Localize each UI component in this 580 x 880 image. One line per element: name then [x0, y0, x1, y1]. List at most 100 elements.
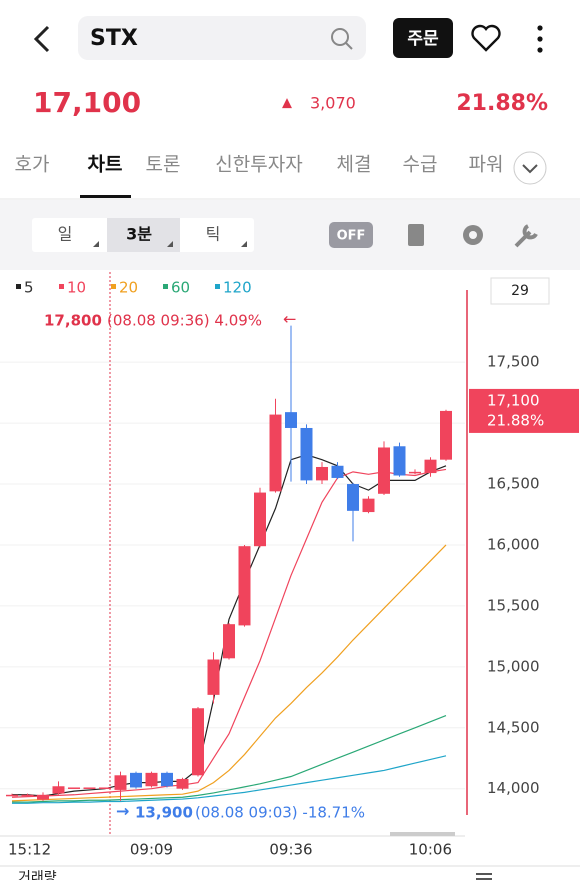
legend-label: 120	[223, 279, 252, 297]
dropdown-corner	[241, 241, 247, 247]
candle-body	[424, 459, 437, 474]
y-tick-label: 14,500	[487, 718, 540, 736]
y-tick-label: 15,000	[487, 657, 540, 675]
count-box[interactable]	[490, 277, 550, 305]
high-detail: (08.08 09:36) 4.09%	[107, 312, 262, 330]
ma-line	[11, 468, 447, 798]
tool-icon[interactable]	[514, 224, 538, 248]
active-tab-underline	[80, 195, 131, 198]
candle-body	[83, 787, 96, 789]
last-price: 17,100	[487, 391, 540, 409]
candle-body	[254, 492, 266, 547]
tab[interactable]: 수급	[403, 154, 438, 176]
candle-body	[223, 624, 235, 659]
chart-area: 14,00014,50015,00015,50016,00016,50017,0…	[0, 272, 579, 859]
toggle-label: OFF	[337, 229, 366, 244]
legend-label: 20	[119, 279, 138, 297]
rotate-icon[interactable]	[408, 224, 424, 246]
dropdown-corner	[167, 241, 173, 247]
y-tick-label: 17,500	[487, 353, 540, 371]
volume-menu[interactable]	[476, 873, 492, 880]
ma-line	[12, 715, 447, 803]
search-text: STX	[90, 26, 138, 51]
candle-body	[285, 412, 297, 428]
candle-body	[300, 427, 313, 481]
ma-line	[12, 454, 447, 797]
period[interactable]: 일	[58, 225, 73, 244]
legend-swatch	[111, 284, 116, 289]
legend-swatch	[59, 284, 64, 289]
candle-body	[331, 465, 344, 478]
y-tick-label: 16,000	[487, 535, 540, 553]
low-price: 13,900	[135, 804, 193, 822]
high-arrow: ←	[283, 310, 296, 329]
tab[interactable]: 파워	[469, 154, 504, 176]
legend-swatch	[215, 284, 220, 289]
candle-body	[6, 794, 18, 797]
candle-body	[192, 708, 204, 776]
candle-body	[130, 772, 142, 788]
x-tick-label: 10:06	[409, 841, 452, 859]
candle-body	[161, 772, 173, 787]
dropdown-corner	[93, 241, 99, 247]
tab[interactable]: 신한투자자	[215, 154, 302, 176]
period[interactable]: 3분	[126, 225, 152, 244]
candle-body	[238, 546, 251, 626]
order-button[interactable]	[393, 18, 453, 58]
more-menu[interactable]	[537, 25, 543, 53]
change-icon: ▲	[282, 96, 292, 111]
scroll-indicator	[390, 832, 455, 836]
candle-body	[316, 466, 328, 481]
candle-body	[176, 778, 189, 789]
x-tick-label: 09:09	[130, 841, 173, 859]
price: 17,100	[33, 86, 141, 119]
candle-body	[378, 447, 390, 494]
y-tick-label: 15,500	[487, 596, 540, 614]
candle-body	[440, 410, 452, 460]
tab[interactable]: 체결	[337, 154, 372, 176]
period[interactable]: 틱	[206, 225, 221, 244]
candle-body	[99, 787, 111, 789]
count-text: 29	[511, 283, 529, 299]
candle-body	[393, 446, 406, 476]
tab[interactable]: 호가	[15, 154, 50, 176]
toggle-badge[interactable]	[329, 222, 373, 248]
high-price: 17,800	[44, 312, 102, 330]
y-tick-label: 14,000	[487, 779, 540, 797]
search-box[interactable]	[78, 16, 366, 60]
candle-body	[52, 786, 65, 794]
order-label: 주문	[407, 29, 439, 49]
tab-bar: 호가 차트 토론 신한투자자 체결 수급 파워	[15, 154, 504, 176]
favorite-icon[interactable]	[471, 24, 501, 52]
y-tick-label: 16,500	[487, 475, 540, 493]
low-arrow: →	[116, 802, 129, 821]
tab-expand[interactable]	[513, 151, 547, 185]
legend-swatch	[16, 284, 21, 289]
periods: 일 3분 틱	[58, 225, 247, 247]
tab[interactable]: 토론	[146, 154, 181, 176]
legend-label: 10	[67, 279, 86, 297]
candle-body	[114, 775, 127, 790]
search-icon[interactable]	[331, 28, 349, 46]
candle-body	[362, 498, 375, 513]
volume-label: 거래량	[18, 870, 57, 880]
search-icon-handle	[345, 42, 353, 50]
back-button[interactable]	[33, 25, 50, 53]
price-rate: 21.88%	[456, 91, 548, 116]
ma-line	[11, 544, 447, 802]
tab[interactable]: 차트	[88, 154, 123, 176]
candle-body	[68, 787, 80, 789]
candle-body	[37, 794, 49, 800]
ma-line	[12, 755, 447, 804]
low-detail: (08.08 09:03) -18.71%	[195, 804, 365, 822]
x-tick-label: 15:12	[8, 841, 51, 859]
legend-swatch	[163, 284, 168, 289]
price-change: 3,070	[310, 94, 356, 113]
last-rate: 21.88%	[487, 411, 544, 429]
x-tick-label: 09:36	[269, 841, 312, 859]
candle-body	[347, 484, 359, 511]
candle-body	[409, 471, 421, 474]
candle-body	[207, 659, 220, 695]
candle-body	[145, 772, 158, 787]
